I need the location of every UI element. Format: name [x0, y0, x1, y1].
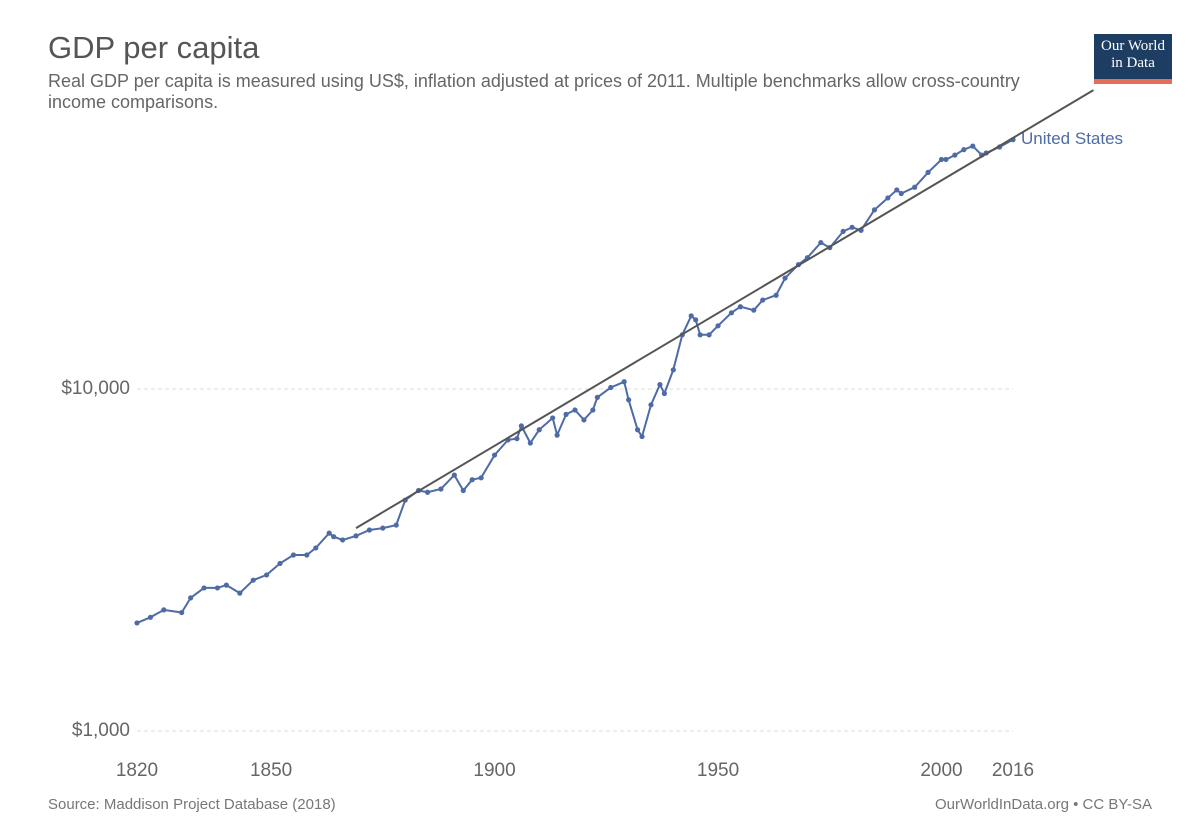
logo-text: in Data — [1111, 55, 1155, 71]
data-point — [693, 317, 699, 323]
y-tick-label: $1,000 — [72, 720, 130, 741]
logo-text: Our World — [1101, 38, 1165, 54]
chart-subtitle: Real GDP per capita is measured using US… — [48, 71, 1020, 112]
data-point — [970, 143, 976, 149]
data-point — [621, 379, 627, 385]
data-point — [626, 397, 632, 403]
data-point — [179, 609, 185, 616]
series-label: United States — [1021, 129, 1123, 148]
data-point — [898, 190, 904, 197]
data-point — [290, 552, 297, 558]
data-point — [304, 552, 310, 558]
data-point — [250, 577, 256, 583]
data-point — [885, 195, 891, 201]
data-point — [639, 433, 645, 440]
data-point — [608, 384, 614, 391]
data-point — [871, 207, 878, 213]
data-point — [366, 527, 373, 533]
x-tick-label: 1950 — [697, 760, 739, 781]
data-point — [554, 432, 560, 438]
series-line — [136, 138, 1014, 624]
source: Source: Maddison Project Database (2018) — [48, 796, 336, 813]
data-point — [550, 415, 556, 421]
data-point — [751, 307, 757, 313]
data-point — [688, 313, 694, 319]
data-point — [460, 487, 466, 494]
data-point — [938, 156, 945, 163]
data-point — [438, 486, 444, 492]
logo[interactable]: Our World in Data — [1094, 34, 1172, 84]
data-point — [773, 292, 779, 298]
data-point — [331, 534, 337, 540]
data-point — [527, 440, 533, 446]
data-point — [697, 332, 703, 338]
data-point — [728, 310, 735, 316]
chart-title: GDP per capita — [48, 30, 260, 65]
data-point — [277, 560, 283, 567]
x-tick-label: 2000 — [920, 760, 962, 781]
data-point — [715, 323, 721, 329]
data-point — [223, 582, 229, 588]
data-point — [393, 522, 399, 528]
data-point — [912, 184, 918, 190]
data-point — [237, 590, 243, 596]
data-point — [134, 620, 140, 626]
data-point — [657, 382, 663, 388]
data-point — [313, 545, 319, 551]
data-point — [147, 614, 154, 620]
data-point — [491, 452, 498, 458]
data-point — [572, 407, 578, 413]
data-point — [737, 304, 743, 310]
data-point — [590, 407, 596, 413]
data-point — [849, 224, 855, 230]
data-point — [161, 607, 167, 613]
data-point — [353, 533, 359, 539]
data-point — [634, 427, 641, 433]
data-point — [818, 239, 824, 246]
data-point — [536, 427, 542, 433]
data-point — [478, 475, 484, 481]
data-point — [514, 436, 520, 442]
data-point — [961, 147, 967, 153]
data-point — [760, 297, 766, 303]
data-point — [339, 537, 346, 543]
data-point — [518, 423, 524, 429]
data-point — [706, 332, 712, 338]
data-point — [424, 489, 431, 495]
y-tick-label: $10,000 — [61, 378, 130, 399]
data-point — [563, 411, 569, 417]
data-point — [925, 169, 931, 175]
data-point — [952, 152, 958, 158]
data-point — [670, 367, 676, 373]
data-point — [840, 228, 846, 234]
data-point — [943, 156, 949, 163]
x-tick-label: 1850 — [250, 760, 292, 781]
x-tick-label: 1820 — [116, 760, 158, 781]
data-point — [201, 585, 207, 591]
data-point — [594, 394, 600, 401]
data-point — [264, 572, 270, 578]
data-point — [214, 585, 221, 591]
trend-line — [355, 89, 1094, 529]
data-point — [469, 477, 475, 483]
data-point — [188, 595, 194, 601]
data-point — [326, 530, 332, 536]
data-point — [661, 390, 667, 397]
license[interactable]: OurWorldInData.org • CC BY-SA — [934, 796, 1152, 813]
x-tick-label: 1900 — [473, 760, 515, 781]
data-point — [581, 417, 587, 423]
data-point — [894, 187, 900, 193]
data-point — [648, 402, 654, 408]
data-point — [782, 275, 788, 281]
data-point — [451, 472, 457, 478]
x-tick-label: 2016 — [992, 760, 1034, 781]
data-point — [380, 525, 386, 531]
